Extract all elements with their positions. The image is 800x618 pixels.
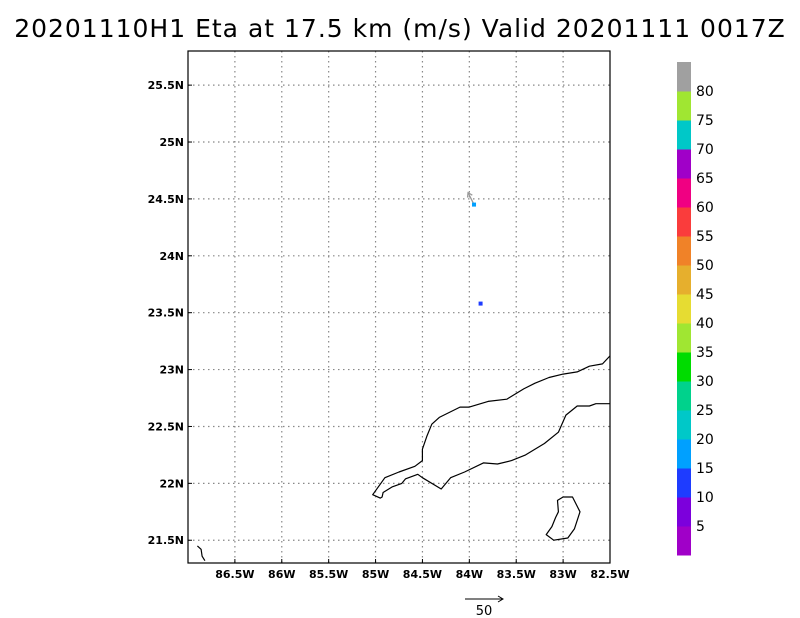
x-tick-label: 83.5W xyxy=(497,568,536,581)
colorbar-label: 45 xyxy=(696,287,714,303)
colorbar-label: 80 xyxy=(696,84,714,100)
colorbar-label: 65 xyxy=(696,171,714,187)
x-tick-label: 86.5W xyxy=(215,568,254,581)
wind-vector-head xyxy=(466,191,473,198)
x-axis: 86.5W 86W 85.5W 85W 84.5W 84W 83.5W 83W 82.5W xyxy=(215,559,630,581)
map-frame xyxy=(187,50,611,564)
observation-point xyxy=(478,301,483,306)
y-tick-label: 22.5N xyxy=(148,420,184,433)
coastline-segment xyxy=(196,545,206,562)
colorbar-swatch xyxy=(677,91,691,121)
y-tick-label: 22N xyxy=(159,477,184,490)
grid-lines xyxy=(188,51,610,563)
colorbar-swatch xyxy=(677,381,691,411)
observation-point xyxy=(472,202,477,207)
colorbar-swatch xyxy=(677,236,691,266)
coastline-segment xyxy=(372,355,611,499)
x-tick-label: 85W xyxy=(362,568,389,581)
colorbar-label: 25 xyxy=(696,403,714,419)
colorbar: 5 10 15 20 25 30 35 40 45 50 55 60 65 70 75 80 xyxy=(677,62,714,556)
colorbar-label: 40 xyxy=(696,316,714,332)
colorbar-swatch xyxy=(677,468,691,498)
vector-reference: 50 xyxy=(465,595,504,618)
reference-label: 50 xyxy=(476,604,493,618)
observations xyxy=(466,191,483,306)
colorbar-label: 55 xyxy=(696,229,714,245)
colorbar-label: 50 xyxy=(696,258,714,274)
x-tick-label: 86W xyxy=(268,568,295,581)
x-tick-label: 82.5W xyxy=(590,568,629,581)
colorbar-label: 75 xyxy=(696,113,714,129)
y-axis: 21.5N 22N 22.5N 23N 23.5N 24N 24.5N 25N 25.5N xyxy=(148,79,192,547)
colorbar-swatch xyxy=(677,323,691,353)
x-tick-label: 84W xyxy=(456,568,483,581)
coastline xyxy=(196,355,611,562)
colorbar-swatch xyxy=(677,207,691,237)
colorbar-swatch xyxy=(677,120,691,150)
colorbar-swatch xyxy=(677,265,691,295)
x-tick-label: 85.5W xyxy=(309,568,348,581)
colorbar-label: 5 xyxy=(696,519,705,535)
colorbar-label: 35 xyxy=(696,345,714,361)
colorbar-label: 20 xyxy=(696,432,714,448)
x-tick-label: 84.5W xyxy=(403,568,442,581)
y-tick-label: 25N xyxy=(159,136,184,149)
y-tick-label: 24N xyxy=(159,250,184,263)
colorbar-label: 10 xyxy=(696,490,714,506)
colorbar-label: 30 xyxy=(696,374,714,390)
y-tick-label: 24.5N xyxy=(148,193,184,206)
colorbar-swatch xyxy=(677,62,691,92)
y-tick-label: 23.5N xyxy=(148,307,184,320)
colorbar-swatch xyxy=(677,178,691,208)
colorbar-swatch xyxy=(677,352,691,382)
x-tick-label: 83W xyxy=(549,568,576,581)
colorbar-swatch xyxy=(677,526,691,556)
y-tick-label: 25.5N xyxy=(148,79,184,92)
colorbar-swatch xyxy=(677,149,691,179)
colorbar-swatch xyxy=(677,497,691,527)
colorbar-label: 60 xyxy=(696,200,714,216)
reference-arrow-head xyxy=(497,595,504,603)
colorbar-swatch xyxy=(677,410,691,440)
colorbar-swatch xyxy=(677,294,691,324)
chart-title: 20201110H1 Eta at 17.5 km (m/s) Valid 20… xyxy=(14,14,786,43)
y-tick-label: 23N xyxy=(159,364,184,377)
colorbar-label: 15 xyxy=(696,461,714,477)
colorbar-label: 70 xyxy=(696,142,714,158)
y-tick-label: 21.5N xyxy=(148,534,184,547)
coastline-segment xyxy=(545,496,581,541)
colorbar-swatch xyxy=(677,439,691,469)
